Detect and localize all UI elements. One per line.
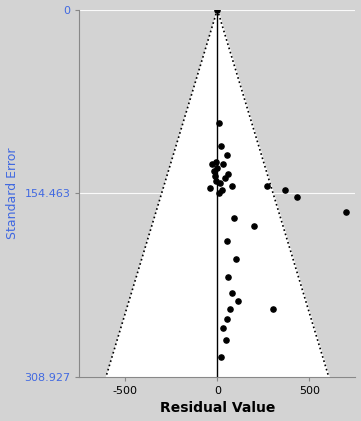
Point <box>343 208 349 215</box>
Point <box>222 175 227 182</box>
Point <box>216 189 222 196</box>
Point <box>293 194 299 201</box>
Point <box>214 6 220 13</box>
Point <box>224 315 230 322</box>
Point <box>218 353 224 360</box>
Point <box>209 161 215 168</box>
Point <box>212 173 217 179</box>
Point <box>213 158 218 165</box>
Point <box>217 180 223 187</box>
Point <box>211 168 217 175</box>
Point <box>220 325 226 332</box>
Point <box>214 164 220 171</box>
Y-axis label: Standard Error: Standard Error <box>5 147 18 239</box>
Point <box>270 306 275 312</box>
Point <box>229 289 235 296</box>
Point <box>218 143 224 149</box>
Point <box>229 182 235 189</box>
Point <box>216 119 222 126</box>
Point <box>283 187 288 194</box>
Point <box>251 223 257 229</box>
X-axis label: Residual Value: Residual Value <box>160 402 275 416</box>
Point <box>226 274 231 280</box>
Point <box>224 238 230 245</box>
Point <box>220 161 226 168</box>
Point <box>214 177 219 184</box>
Point <box>226 170 231 177</box>
Point <box>264 182 270 189</box>
Point <box>207 184 213 191</box>
Point <box>223 337 229 344</box>
Point <box>227 306 233 312</box>
Point <box>224 151 230 158</box>
Point <box>219 187 225 194</box>
Point <box>231 214 237 221</box>
Point <box>233 256 239 263</box>
Point <box>235 298 240 304</box>
